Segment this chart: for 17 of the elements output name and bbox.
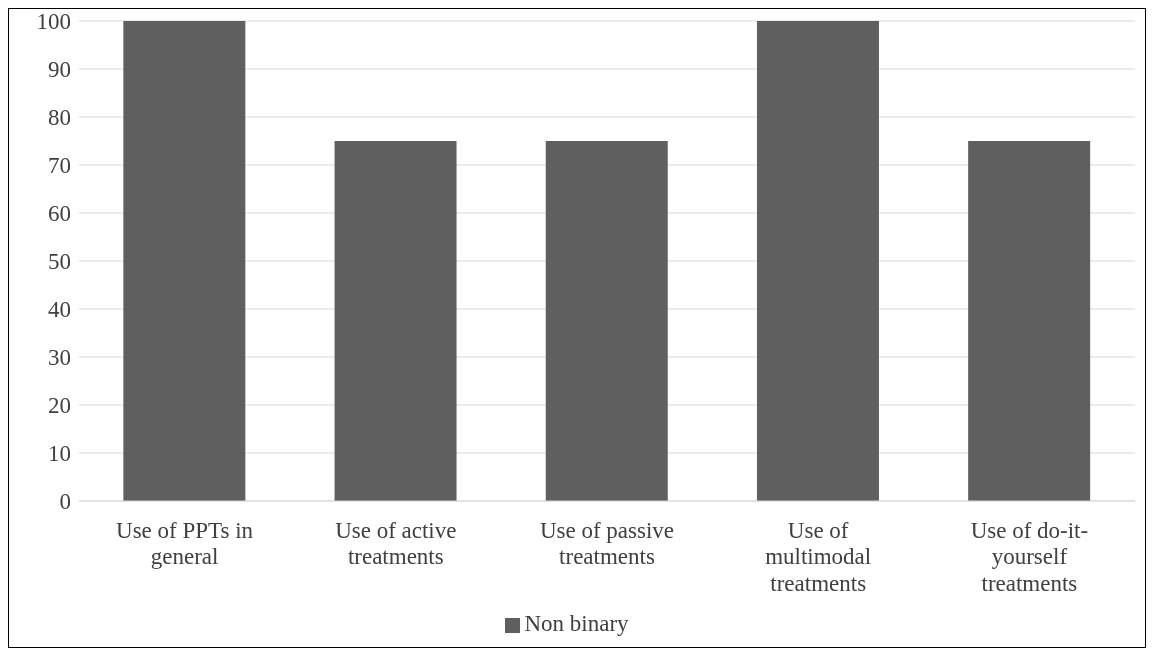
y-tick-label: 30	[48, 345, 71, 371]
x-tick-label: Use of do-it-yourself treatments	[970, 517, 1089, 596]
x-tick-label: Use of passive treatments	[539, 517, 675, 570]
y-tick-label: 70	[48, 153, 71, 179]
y-tick-label: 20	[48, 393, 71, 419]
y-tick-label: 100	[36, 9, 71, 35]
x-tick-label: Use of active treatments	[335, 517, 457, 570]
x-tick-label: Use of PPTs in general	[116, 517, 254, 570]
y-tick-label: 0	[59, 489, 71, 515]
y-tick-label: 50	[48, 249, 71, 275]
legend-label: Non binary	[524, 611, 629, 636]
y-tick-label: 90	[48, 57, 71, 83]
y-tick-label: 10	[48, 441, 71, 467]
y-tick-label: 60	[48, 201, 71, 227]
y-tick-label: 40	[48, 297, 71, 323]
x-tick-label: Use of multimodal treatments	[765, 517, 872, 596]
y-tick-label: 80	[48, 105, 71, 131]
